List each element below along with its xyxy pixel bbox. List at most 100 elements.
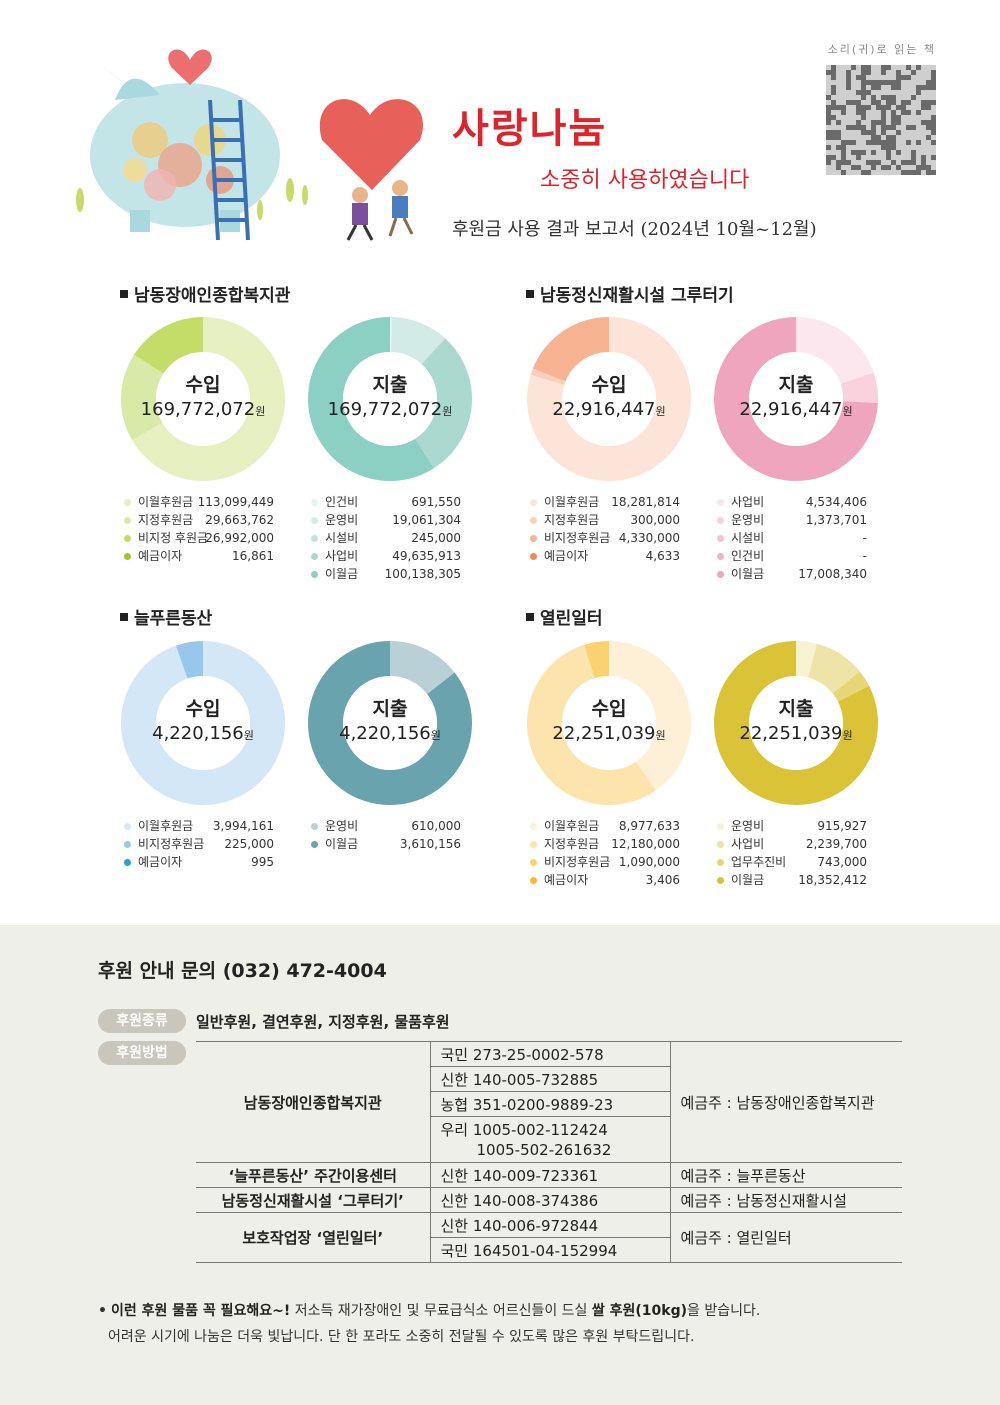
legend-swatch [124, 859, 131, 866]
legend-value: 995 [251, 855, 274, 869]
donut-center-label: 지출 22,251,039원 [713, 694, 879, 744]
account-holder: 예금주 : 남동장애인종합복지관 [670, 1041, 902, 1163]
donut-hole [562, 676, 656, 770]
legend-value: 4,330,000 [618, 531, 680, 545]
section-title-bokjigwan: 남동장애인종합복지관 [120, 281, 290, 306]
legend-value: 1,090,000 [618, 855, 680, 869]
legend-swatch [717, 823, 724, 830]
report-title: 후원금 사용 결과 보고서 (2024년 10월~12월) [452, 219, 817, 240]
pie-slice-1 [530, 368, 566, 386]
legend-name: 예금이자 [138, 549, 183, 563]
legend-item: 예금이자 995 [124, 853, 274, 871]
legend-name: 운영비 [325, 819, 359, 833]
legend-item: 이월후원금 113,099,449 [124, 493, 274, 511]
donut-chart: 지출 22,251,039원 [713, 640, 879, 806]
legend-item: 사업비 2,239,700 [717, 835, 867, 853]
legend-swatch [530, 877, 537, 884]
chart-legend: 이월후원금 113,099,449 지정후원금 29,663,762 비지정 후원금 26… [124, 493, 274, 565]
legend-name: 인건비 [731, 549, 765, 563]
donut-hole [156, 676, 250, 770]
account-holder: 예금주 : 남동정신재활시설 [670, 1187, 902, 1213]
legend-name: 비지정후원금 [544, 855, 611, 869]
legend-item: 이월금 17,008,340 [717, 565, 867, 583]
legend-item: 운영비 1,373,701 [717, 511, 867, 529]
legend-value: 245,000 [411, 531, 461, 545]
donut-hole [749, 676, 843, 770]
legend-value: - [862, 549, 867, 563]
pie-slice-3 [415, 338, 472, 469]
chart-total: 169,772,072원 [140, 399, 266, 420]
donut-hole [343, 352, 437, 446]
pie-slice-2 [832, 671, 870, 702]
legend-item: 이월금 18,352,412 [717, 871, 867, 889]
legend-swatch [124, 553, 131, 560]
legend-item: 사업비 4,534,406 [717, 493, 867, 511]
section-title-geuruteogi: 남동정신재활시설 그루터기 [526, 281, 734, 306]
legend-value: 915,927 [817, 819, 867, 833]
pie-slice-1 [840, 372, 878, 404]
legend-swatch [717, 517, 724, 524]
bank-account-multi: 우리 1005-002-112424 1005-502-261632 [430, 1116, 671, 1163]
legend-name: 시설비 [731, 531, 765, 545]
pie-slice-0 [390, 317, 393, 353]
pie-slice-4 [308, 317, 434, 481]
legend-value: 49,635,913 [392, 549, 461, 563]
chart-total: 22,251,039원 [739, 723, 853, 744]
legend-item: 예금이자 16,861 [124, 547, 274, 565]
legend-name: 예금이자 [544, 549, 589, 563]
chart-total: 22,251,039원 [552, 723, 666, 744]
legend-swatch [311, 535, 318, 542]
org-name: ‘늘푸른동산’ 주간이용센터 [196, 1162, 431, 1188]
qr-code[interactable] [826, 65, 936, 175]
legend-name: 지정후원금 [138, 513, 194, 527]
sponsor-types: 일반후원, 결연후원, 지정후원, 물품후원 [196, 1013, 450, 1031]
donut-center-label: 수입 4,220,156원 [120, 694, 286, 744]
legend-value: 29,663,762 [205, 513, 274, 527]
account-holder: 예금주 : 열린일터 [670, 1212, 902, 1263]
pie-slice-3 [714, 641, 878, 805]
legend-name: 운영비 [325, 513, 359, 527]
org-name: 남동정신재활시설 ‘그루터기’ [196, 1187, 431, 1213]
legend-swatch [124, 823, 131, 830]
legend-item: 운영비 610,000 [311, 817, 461, 835]
legend-value: 743,000 [817, 855, 867, 869]
donut-chart: 수입 169,772,072원 [120, 316, 286, 482]
legend-item: 비지정후원금 1,090,000 [530, 853, 680, 871]
legend-item: 시설비 - [717, 529, 867, 547]
legend-swatch [311, 517, 318, 524]
legend-item: 지정후원금 300,000 [530, 511, 680, 529]
legend-item: 운영비 19,061,304 [311, 511, 461, 529]
legend-name: 업무추진비 [731, 855, 787, 869]
legend-name: 운영비 [731, 513, 765, 527]
legend-value: 3,994,161 [212, 819, 274, 833]
legend-item: 이월후원금 3,994,161 [124, 817, 274, 835]
legend-swatch [717, 553, 724, 560]
chart-legend: 사업비 4,534,406 운영비 1,373,701 시설비 - 인건비 - 이월금 17,00… [717, 493, 867, 583]
legend-name: 예금이자 [138, 855, 183, 869]
bank-account: 국민 164501-04-152994 [430, 1237, 671, 1263]
donut-chart: 지출 169,772,072원 [307, 316, 473, 482]
legend-swatch [530, 517, 537, 524]
legend-item: 비지정후원금 4,330,000 [530, 529, 680, 547]
legend-swatch [530, 535, 537, 542]
legend-name: 예금이자 [544, 873, 589, 887]
bank-account: 신한 140-005-732885 [430, 1066, 671, 1092]
legend-value: 225,000 [224, 837, 274, 851]
qr-caption: 소리(귀)로 읽는 책 [827, 43, 936, 56]
legend-item: 비지정후원금 225,000 [124, 835, 274, 853]
chart-kind: 지출 [372, 698, 408, 720]
legend-value: 3,610,156 [399, 837, 461, 851]
chart-legend: 이월후원금 8,977,633 지정후원금 12,180,000 비지정후원금 1,090… [530, 817, 680, 889]
account-table: 남동장애인종합복지관 국민 273-25-0002-578 예금주 : 남동장애… [196, 1041, 902, 1263]
donut-center-label: 지출 4,220,156원 [307, 694, 473, 744]
donut-chart: 지출 22,916,447원 [713, 316, 879, 482]
pie-slice-2 [421, 337, 446, 365]
legend-name: 이월후원금 [544, 495, 600, 509]
legend-name: 이월금 [325, 837, 359, 851]
pie-slice-0 [390, 641, 455, 695]
legend-value: 18,352,412 [798, 873, 867, 887]
bank-account: 신한 140-009-723361 [430, 1162, 671, 1188]
legend-item: 업무추진비 743,000 [717, 853, 867, 871]
method-pill: 후원방법 [98, 1041, 186, 1065]
legend-swatch [717, 877, 724, 884]
